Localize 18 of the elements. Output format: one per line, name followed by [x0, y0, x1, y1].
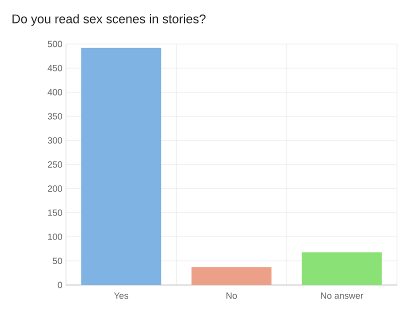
y-tick-label: 500 — [48, 40, 62, 48]
y-tick-label: 150 — [48, 210, 62, 216]
x-tick-label: Yes — [114, 292, 128, 299]
bar — [192, 267, 272, 285]
y-tick-label: 250 — [48, 161, 62, 168]
y-tick-label: 300 — [48, 137, 62, 144]
y-tick-label: 350 — [48, 113, 62, 120]
bar — [302, 252, 382, 285]
chart-title: Do you read sex scenes in stories? — [12, 14, 206, 26]
bar — [81, 48, 162, 285]
y-tick-label: 400 — [48, 89, 62, 96]
x-tick-label: No — [226, 292, 237, 299]
y-tick-label: 50 — [52, 258, 62, 264]
y-tick-label: 100 — [48, 234, 62, 240]
x-tick-label: No answer — [321, 292, 364, 299]
y-tick-label: 0 — [58, 282, 62, 288]
y-tick-label: 200 — [48, 185, 62, 192]
y-tick-label: 450 — [48, 64, 62, 72]
